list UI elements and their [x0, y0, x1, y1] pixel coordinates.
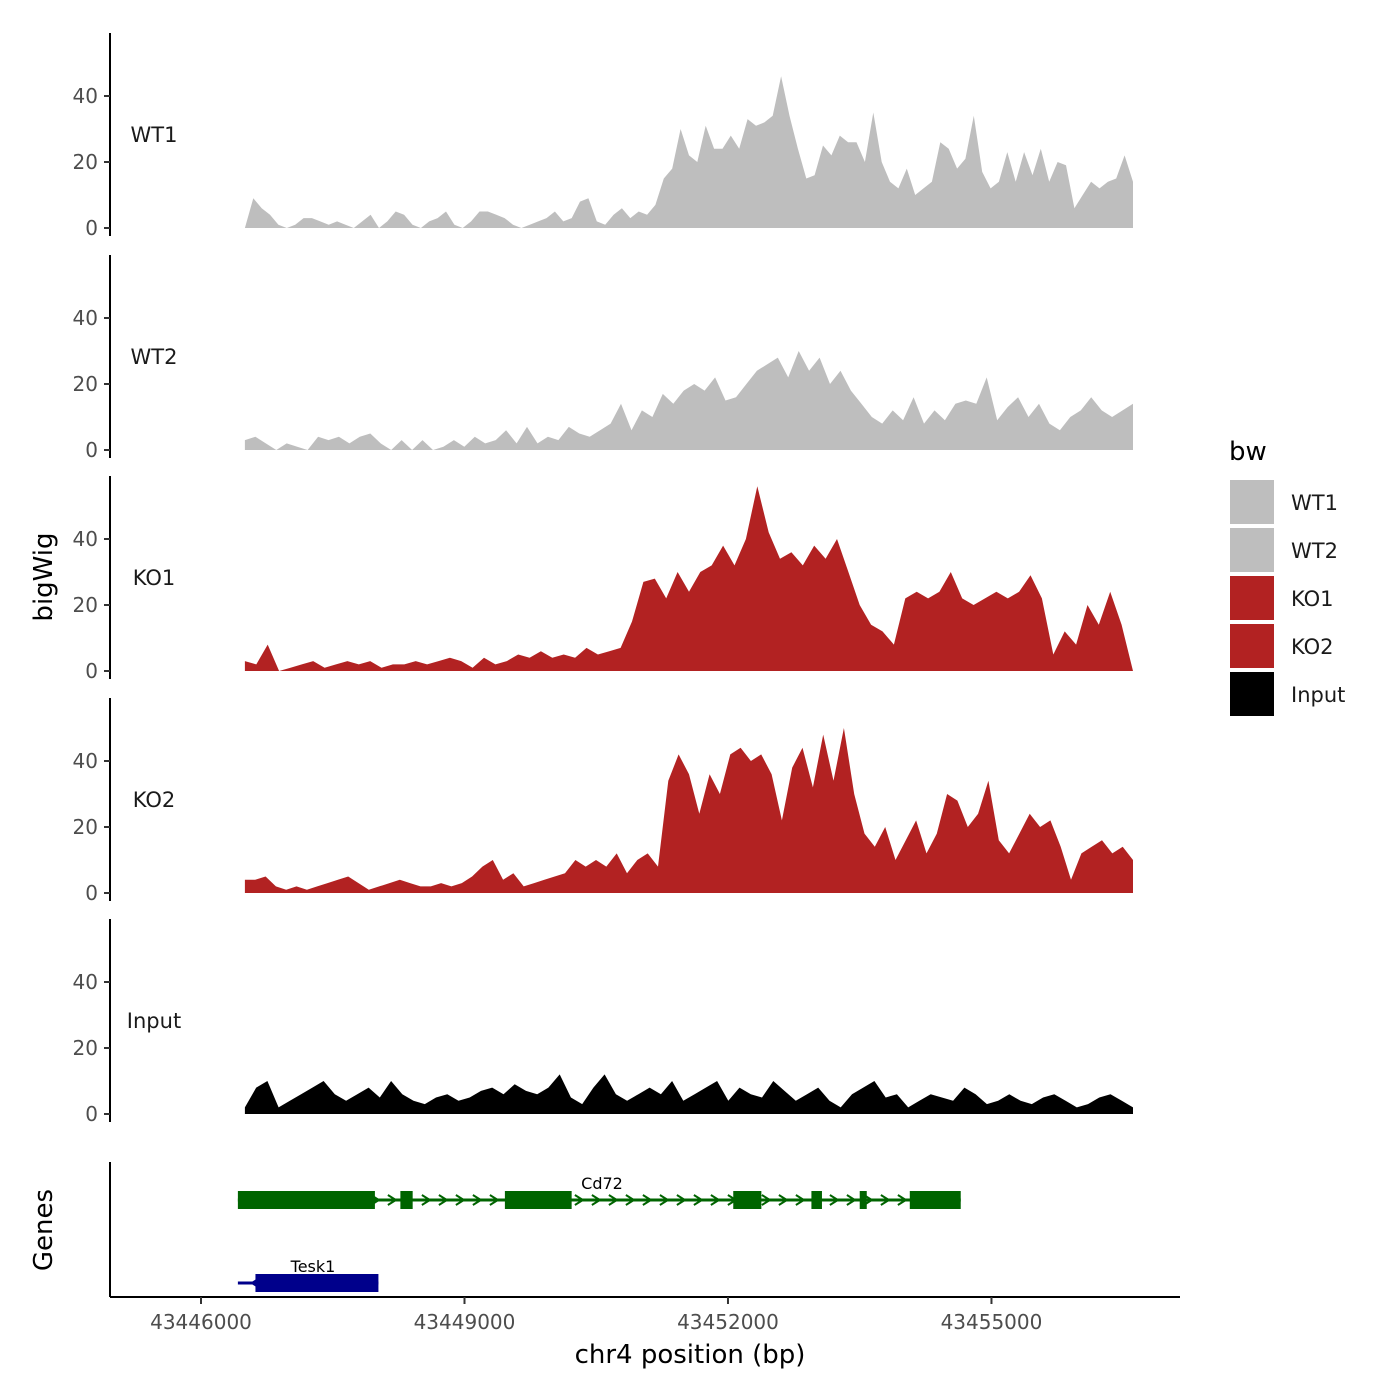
signal-area-wt2: [244, 351, 1133, 450]
legend-swatch-ko1: [1228, 574, 1276, 622]
gene-cd72: Cd72: [237, 1174, 961, 1209]
x-tick-label: 43449000: [414, 1310, 516, 1334]
legend-swatch-wt2: [1228, 526, 1276, 574]
x-tick-label: 43446000: [150, 1310, 252, 1334]
exon-block: [733, 1191, 762, 1209]
genes-track-label: Genes: [29, 1189, 59, 1271]
gene-tesk1: Tesk1: [237, 1257, 379, 1292]
panel-label-ko2: KO2: [133, 788, 176, 812]
strand-arrow: [421, 1194, 432, 1206]
track-panel-input: 0 20 40 Input: [73, 919, 1133, 1126]
y-tick-label: 20: [73, 593, 98, 617]
y-tick-label: 40: [73, 527, 98, 551]
exon-block: [909, 1191, 961, 1209]
track-panel-wt2: 0 20 40 WT2: [73, 255, 1133, 462]
track-panel-wt1: 0 20 40 WT1: [73, 33, 1133, 240]
y-tick-label: 0: [85, 659, 98, 683]
strand-arrow: [795, 1194, 806, 1206]
legend-label-ko1: KO1: [1291, 587, 1334, 611]
legend-swatch-ko2: [1228, 622, 1276, 670]
y-axis-title: bigWig: [29, 532, 59, 621]
strand-arrow: [472, 1194, 483, 1206]
y-tick-label: 40: [73, 970, 98, 994]
strand-arrow: [438, 1194, 449, 1206]
panel-label-ko1: KO1: [133, 566, 176, 590]
exon-block: [811, 1191, 822, 1209]
legend-label-input: Input: [1291, 683, 1345, 707]
signal-area-wt1: [244, 76, 1133, 228]
y-tick-label: 0: [85, 1102, 98, 1126]
strand-arrow: [846, 1194, 857, 1206]
strand-arrow: [642, 1194, 653, 1206]
strand-arrow: [608, 1194, 619, 1206]
strand-arrow: [489, 1194, 500, 1206]
y-tick-label: 40: [73, 306, 98, 330]
y-tick-label: 0: [85, 881, 98, 905]
panel-label-input: Input: [127, 1009, 181, 1033]
strand-arrow: [455, 1194, 466, 1206]
strand-arrow: [897, 1194, 908, 1206]
strand-arrow: [693, 1194, 704, 1206]
y-tick-label: 20: [73, 815, 98, 839]
strand-arrow: [761, 1194, 772, 1206]
y-tick-label: 40: [73, 84, 98, 108]
strand-arrow: [710, 1194, 721, 1206]
x-tick-label: 43452000: [677, 1310, 779, 1334]
y-tick-label: 20: [73, 1036, 98, 1060]
strand-arrow: [880, 1194, 891, 1206]
x-tick-label: 43455000: [941, 1310, 1043, 1334]
strand-arrow: [574, 1194, 585, 1206]
gene-label-cd72: Cd72: [581, 1174, 623, 1193]
exon-block: [237, 1191, 375, 1209]
legend-swatch-input: [1228, 670, 1276, 718]
exon-block: [255, 1274, 379, 1292]
track-panel-ko1: 0 20 40 KO1: [73, 476, 1133, 683]
legend-label-ko2: KO2: [1291, 635, 1334, 659]
panel-label-wt1: WT1: [131, 123, 178, 147]
strand-arrow: [829, 1194, 840, 1206]
y-tick-label: 40: [73, 749, 98, 773]
strand-arrow: [659, 1194, 670, 1206]
signal-area-input: [244, 1074, 1133, 1114]
strand-arrow: [676, 1194, 687, 1206]
exon-block: [504, 1191, 572, 1209]
exon-block: [400, 1191, 413, 1209]
track-panel-ko2: 0 20 40 KO2: [73, 698, 1133, 905]
strand-arrow: [387, 1194, 398, 1206]
y-tick-label: 20: [73, 150, 98, 174]
legend-label-wt1: WT1: [1291, 491, 1338, 515]
signal-area-ko1: [244, 486, 1133, 671]
legend-label-wt2: WT2: [1291, 539, 1338, 563]
panel-label-wt2: WT2: [131, 345, 178, 369]
legend-title: bw: [1229, 437, 1267, 467]
strand-arrow: [591, 1194, 602, 1206]
exon-block: [859, 1191, 867, 1209]
strand-arrow: [778, 1194, 789, 1206]
signal-area-ko2: [244, 728, 1133, 893]
x-axis-title: chr4 position (bp): [575, 1340, 806, 1370]
y-tick-label: 0: [85, 438, 98, 462]
y-tick-label: 20: [73, 372, 98, 396]
gene-label-tesk1: Tesk1: [290, 1257, 336, 1276]
strand-arrow: [625, 1194, 636, 1206]
legend-swatch-wt1: [1228, 478, 1276, 526]
x-axis: 43446000 43449000 43452000 43455000 chr4 pos…: [110, 1296, 1180, 1370]
y-tick-label: 0: [85, 216, 98, 240]
genes-track: Genes Cd72 Tesk1: [29, 1162, 961, 1297]
legend: bw WT1 WT2 KO1 KO2 Input: [1228, 437, 1345, 718]
